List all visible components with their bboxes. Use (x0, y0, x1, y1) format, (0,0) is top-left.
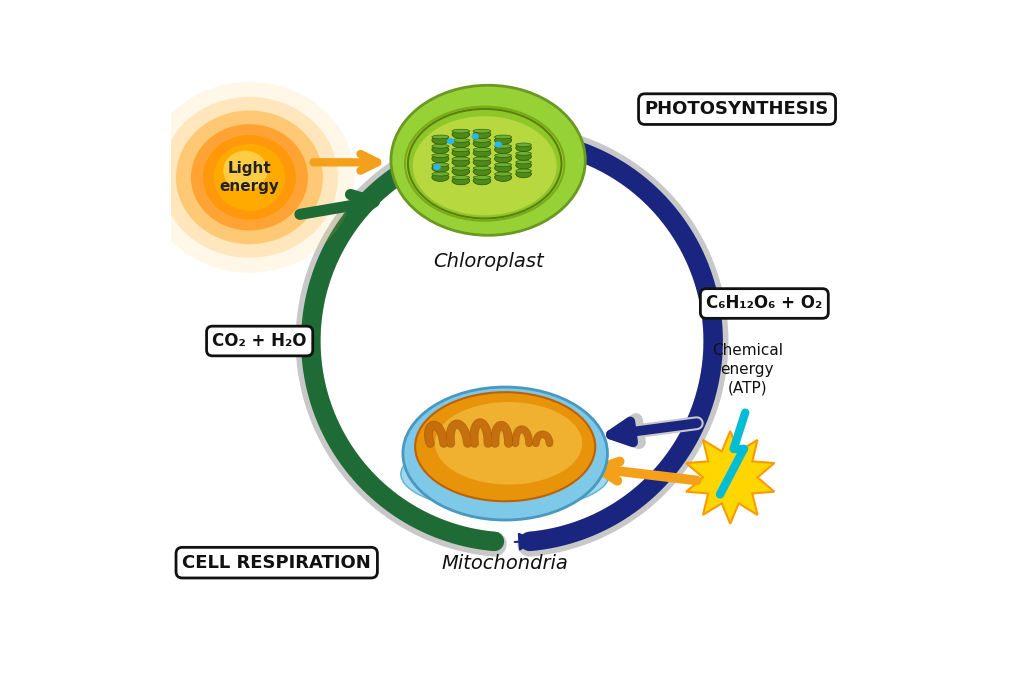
Ellipse shape (495, 145, 512, 153)
Ellipse shape (516, 160, 531, 164)
Ellipse shape (432, 136, 449, 145)
Ellipse shape (432, 173, 449, 181)
Ellipse shape (391, 85, 586, 235)
Ellipse shape (415, 392, 595, 501)
Ellipse shape (413, 116, 557, 216)
Ellipse shape (432, 164, 449, 172)
Ellipse shape (495, 164, 512, 172)
Text: CO₂ + H₂O: CO₂ + H₂O (212, 332, 307, 350)
Ellipse shape (406, 106, 564, 221)
Ellipse shape (452, 167, 470, 175)
Ellipse shape (432, 163, 449, 166)
Ellipse shape (516, 143, 531, 147)
Ellipse shape (516, 144, 531, 151)
Ellipse shape (473, 138, 490, 143)
Ellipse shape (495, 163, 512, 166)
Ellipse shape (473, 166, 490, 170)
Ellipse shape (452, 149, 470, 157)
Ellipse shape (495, 173, 512, 181)
Ellipse shape (473, 157, 490, 161)
Ellipse shape (452, 140, 470, 148)
Ellipse shape (452, 157, 470, 161)
Ellipse shape (452, 138, 470, 143)
Ellipse shape (452, 148, 470, 151)
Ellipse shape (495, 153, 512, 158)
Ellipse shape (471, 134, 479, 139)
Ellipse shape (473, 130, 490, 138)
Text: C₆H₁₂O₆ + O₂: C₆H₁₂O₆ + O₂ (707, 295, 822, 312)
Ellipse shape (452, 129, 470, 133)
Ellipse shape (516, 153, 531, 160)
Ellipse shape (432, 145, 449, 153)
Ellipse shape (516, 170, 531, 178)
Ellipse shape (516, 169, 531, 173)
Ellipse shape (435, 402, 583, 484)
Ellipse shape (190, 124, 308, 231)
Ellipse shape (223, 151, 267, 190)
Polygon shape (686, 431, 774, 524)
Ellipse shape (432, 145, 449, 148)
Ellipse shape (452, 177, 470, 185)
Ellipse shape (495, 136, 512, 145)
Ellipse shape (452, 130, 470, 138)
Ellipse shape (495, 155, 512, 163)
Ellipse shape (495, 145, 512, 148)
Ellipse shape (473, 129, 490, 133)
Ellipse shape (214, 144, 286, 211)
Ellipse shape (473, 158, 490, 166)
Ellipse shape (473, 140, 490, 148)
Text: CELL RESPIRATION: CELL RESPIRATION (182, 554, 371, 572)
Ellipse shape (433, 164, 440, 170)
Ellipse shape (203, 135, 296, 220)
Ellipse shape (495, 172, 512, 176)
Ellipse shape (144, 82, 354, 273)
Ellipse shape (495, 135, 512, 139)
Ellipse shape (473, 148, 490, 151)
Ellipse shape (161, 97, 338, 258)
Ellipse shape (400, 437, 609, 511)
Ellipse shape (452, 166, 470, 170)
Text: Light
energy: Light energy (219, 160, 280, 194)
Ellipse shape (473, 167, 490, 175)
Ellipse shape (452, 158, 470, 166)
Ellipse shape (516, 162, 531, 169)
Text: Mitochondria: Mitochondria (441, 554, 568, 573)
Ellipse shape (473, 149, 490, 157)
Ellipse shape (176, 110, 323, 244)
Ellipse shape (495, 142, 502, 147)
Ellipse shape (408, 109, 561, 218)
Ellipse shape (432, 155, 449, 163)
Ellipse shape (432, 135, 449, 139)
Text: Chemical
energy
(ATP): Chemical energy (ATP) (712, 343, 782, 396)
Ellipse shape (473, 175, 490, 179)
Text: Chloroplast: Chloroplast (433, 252, 544, 271)
Ellipse shape (473, 177, 490, 185)
Text: PHOTOSYNTHESIS: PHOTOSYNTHESIS (645, 100, 829, 118)
Ellipse shape (516, 151, 531, 155)
Ellipse shape (446, 138, 455, 144)
Ellipse shape (432, 172, 449, 176)
Ellipse shape (402, 387, 607, 520)
Ellipse shape (452, 175, 470, 179)
Ellipse shape (432, 153, 449, 158)
